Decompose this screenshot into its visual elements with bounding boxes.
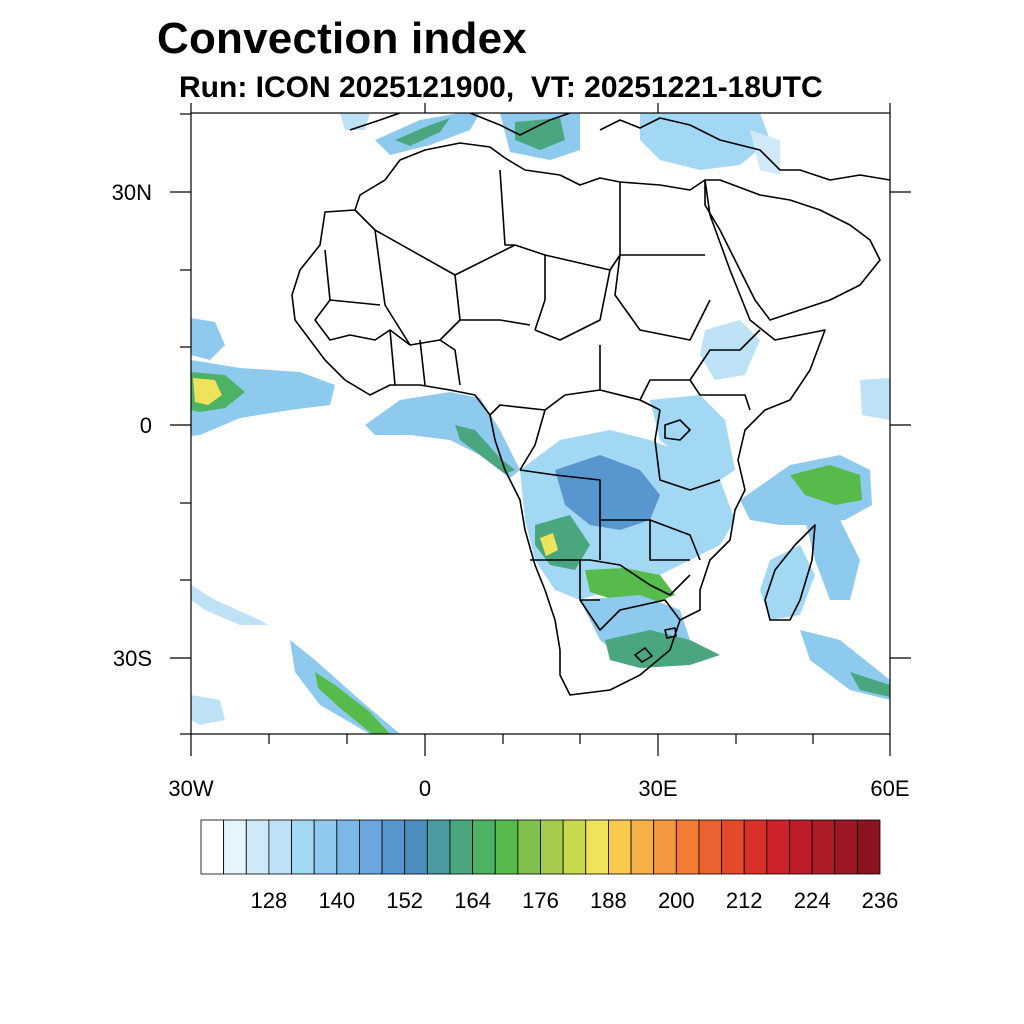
map-frame bbox=[190, 112, 891, 735]
border-northern bbox=[354, 169, 711, 346]
colorbar-label: 128 bbox=[250, 888, 288, 913]
colorbar-label: 212 bbox=[725, 888, 763, 913]
colorbar-box bbox=[359, 819, 383, 875]
colorbar-box bbox=[653, 819, 677, 875]
shading-congo-mid bbox=[555, 455, 660, 530]
coastlines bbox=[291, 113, 890, 696]
colorbar-box bbox=[404, 819, 428, 875]
colorbar-label: 236 bbox=[861, 888, 899, 913]
lon-label-30w: 30W bbox=[168, 776, 214, 801]
arabia-coastline bbox=[704, 179, 881, 321]
colorbar-box bbox=[245, 819, 270, 875]
colorbar-box bbox=[811, 819, 836, 875]
border-central bbox=[489, 329, 761, 491]
colorbar-box bbox=[743, 819, 768, 875]
shading-nw-atlantic bbox=[191, 318, 225, 360]
shading-mozambique-channel bbox=[805, 520, 860, 600]
shading-sw-corner bbox=[191, 695, 225, 725]
shading-se-ocean-core bbox=[850, 672, 890, 697]
madagascar-coastline bbox=[764, 524, 816, 621]
lon-label-60e: 60E bbox=[870, 776, 910, 801]
shading-east-ocean bbox=[860, 378, 890, 420]
colorbar-label: 200 bbox=[657, 888, 695, 913]
colorbar-label: 224 bbox=[793, 888, 831, 913]
colorbar-box bbox=[834, 819, 858, 875]
shading-mediterranean-central-core bbox=[515, 118, 565, 150]
shading-mediterranean-east bbox=[640, 113, 770, 170]
chart-subtitle: Run: ICON 2025121900, VT: 20251221-18UTC bbox=[179, 71, 823, 104]
chart-title: Convection index bbox=[157, 14, 527, 63]
shading-angola bbox=[535, 515, 590, 570]
colorbar-box bbox=[223, 819, 247, 875]
colorbar-label: 164 bbox=[454, 888, 491, 913]
shading-atlantic-itcz-peak bbox=[193, 378, 222, 405]
shading-indian-ocean-core bbox=[790, 465, 862, 505]
colorbar-box bbox=[426, 819, 451, 875]
africa-coastline bbox=[291, 142, 826, 696]
colorbar bbox=[200, 819, 881, 875]
colorbar-label: 176 bbox=[522, 888, 559, 913]
shading-sw-atlantic bbox=[191, 585, 268, 625]
colorbar-box bbox=[585, 819, 609, 875]
colorbar-box bbox=[472, 819, 496, 875]
colorbar-box bbox=[540, 819, 564, 875]
shading-nw-top bbox=[340, 113, 370, 130]
lat-label-0: 0 bbox=[139, 413, 152, 438]
colorbar-label: 188 bbox=[590, 888, 627, 913]
colorbar-box bbox=[856, 819, 881, 875]
lat-label-30s: 30S bbox=[112, 646, 152, 671]
colorbar-box bbox=[449, 819, 474, 875]
colorbar-box bbox=[608, 819, 632, 875]
lat-label-30n: 30N bbox=[111, 180, 152, 205]
europe-coastline bbox=[349, 113, 890, 181]
colorbar-box bbox=[200, 819, 225, 875]
colorbar-box bbox=[291, 819, 315, 875]
eswatini bbox=[664, 627, 677, 639]
shading-south-africa bbox=[605, 630, 720, 668]
colorbar-label: 140 bbox=[318, 888, 356, 913]
colorbar-box bbox=[721, 819, 745, 875]
lon-label-30e: 30E bbox=[638, 776, 678, 801]
border-southern bbox=[519, 469, 701, 631]
border-western bbox=[314, 249, 531, 386]
colorbar-box bbox=[630, 819, 655, 875]
colorbar-box bbox=[336, 819, 360, 875]
colorbar-box bbox=[698, 819, 722, 875]
colorbar-box bbox=[562, 819, 587, 875]
colorbar-box bbox=[494, 819, 519, 875]
lesotho bbox=[634, 647, 653, 663]
colorbar-box bbox=[381, 819, 406, 875]
shading-angola-peak bbox=[540, 533, 558, 556]
colorbar-box bbox=[766, 819, 790, 875]
shading-madagascar-east bbox=[760, 545, 815, 620]
shading-east-africa bbox=[650, 395, 735, 480]
colorbar-box bbox=[789, 819, 813, 875]
shading-mediterranean-west-core bbox=[395, 118, 450, 146]
lake-victoria bbox=[664, 419, 691, 441]
shading-red-sea-edge bbox=[750, 130, 780, 175]
colorbar-box bbox=[268, 819, 292, 875]
map-ticks bbox=[170, 103, 911, 756]
shading-south-atlantic-core bbox=[315, 672, 390, 734]
colorbar-box bbox=[675, 819, 700, 875]
lon-label-0: 0 bbox=[418, 776, 432, 801]
colorbar-label: 152 bbox=[386, 888, 424, 913]
shading-south-atlantic-band bbox=[290, 640, 400, 734]
shading-gulf-core bbox=[455, 425, 515, 474]
colorbar-box bbox=[313, 819, 338, 875]
shading-zambia bbox=[585, 568, 675, 605]
shading-gulf-of-guinea bbox=[365, 392, 520, 478]
colorbar-box bbox=[517, 819, 541, 875]
